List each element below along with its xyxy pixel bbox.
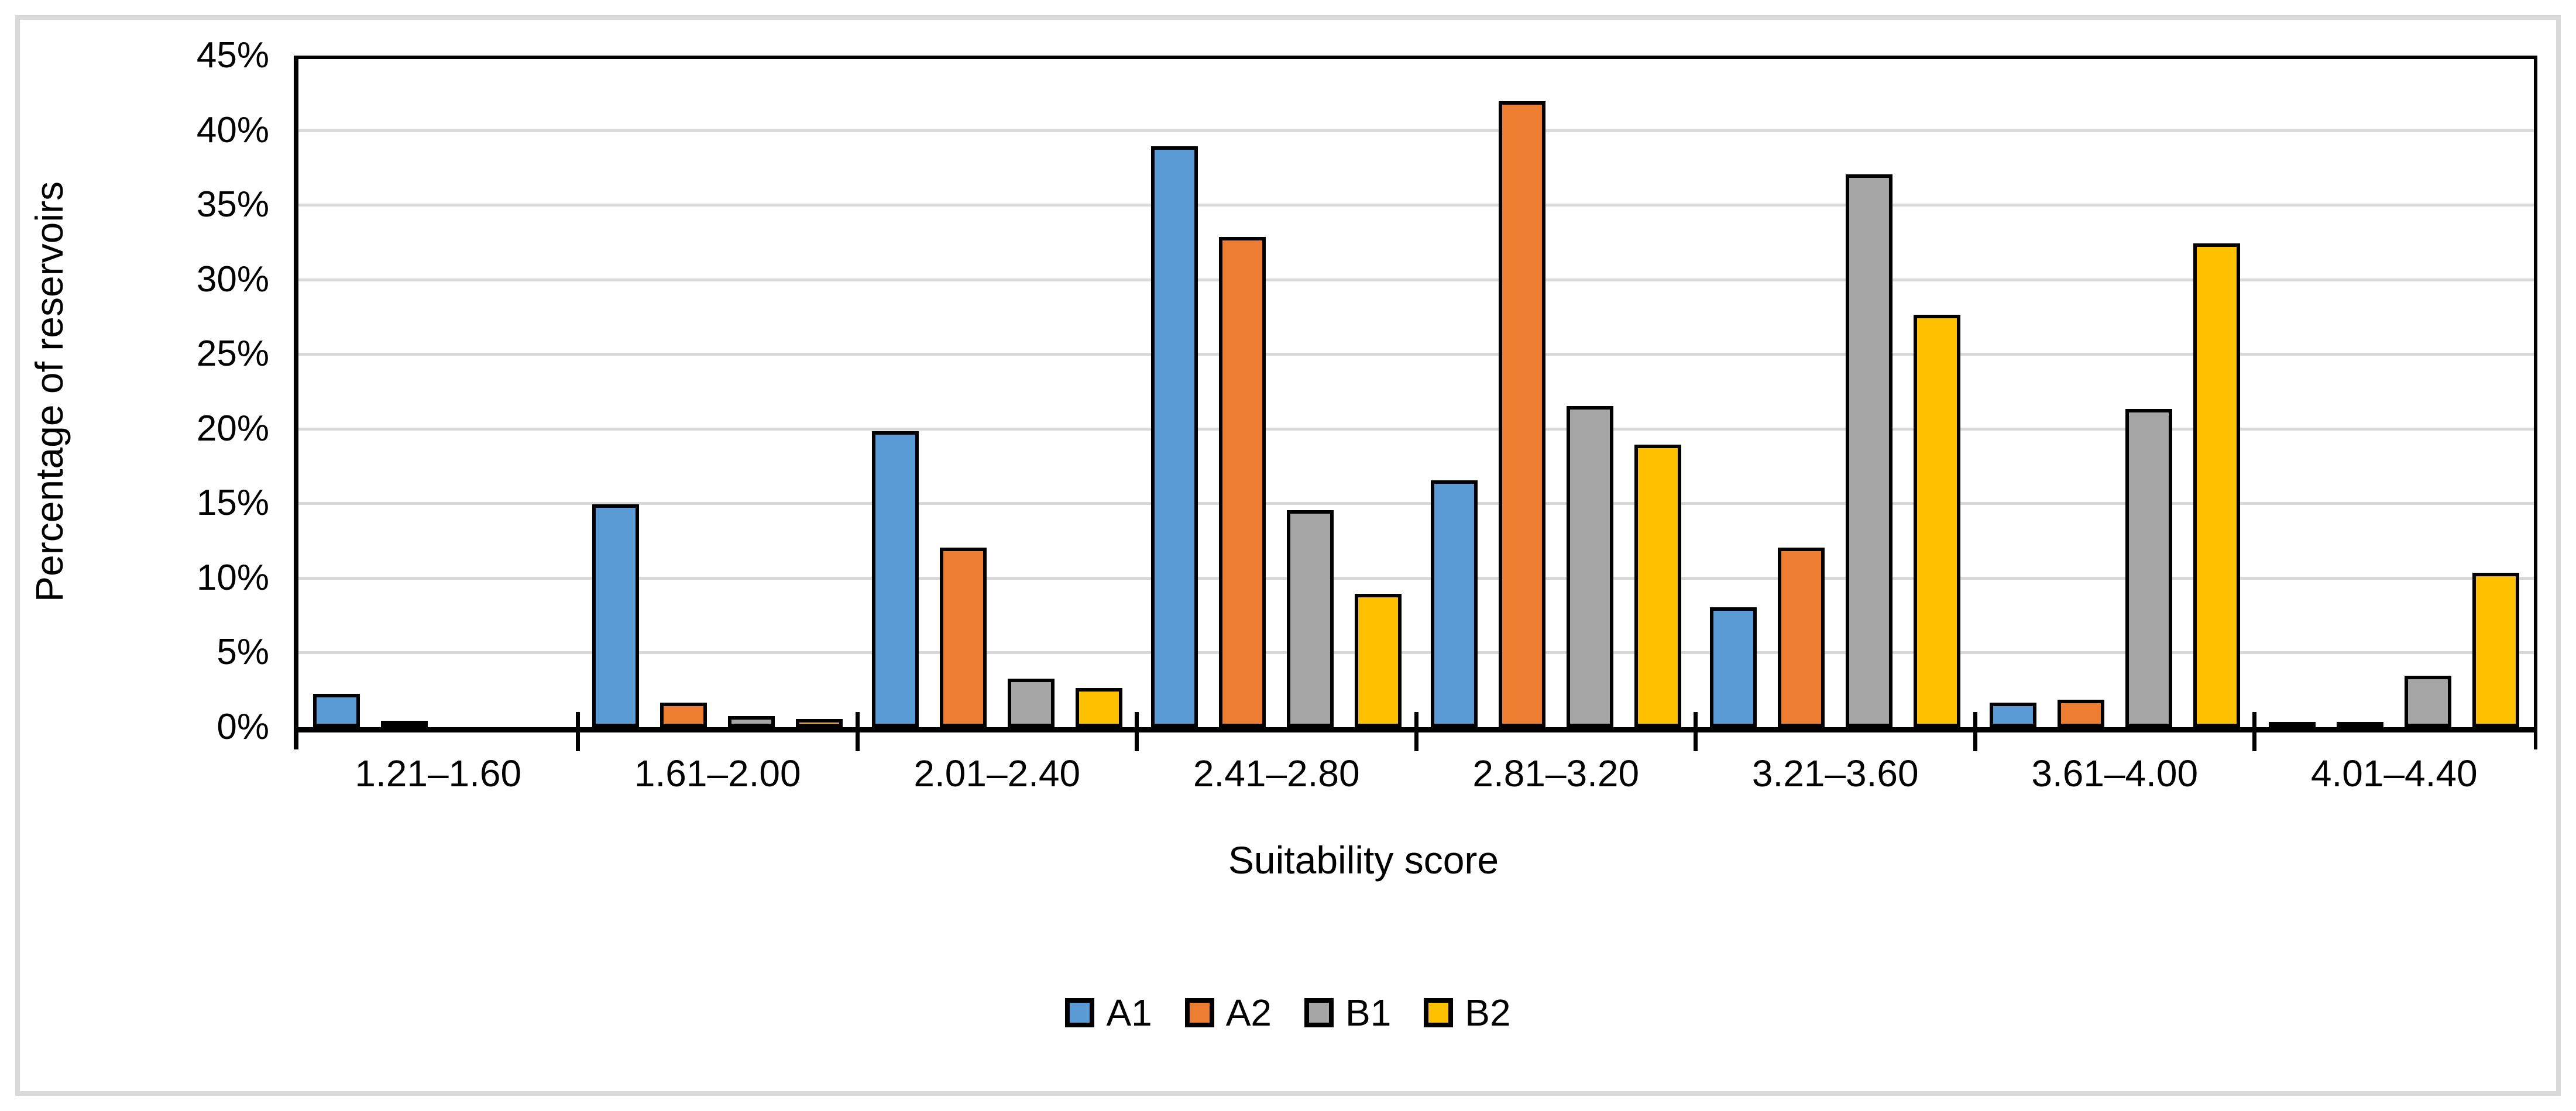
gridline-35 (298, 204, 2534, 207)
x-category-label-4: 2.41–2.80 (1193, 752, 1360, 794)
bar-b2-cat5 (1634, 444, 1681, 727)
legend-label-b2: B2 (1465, 992, 1511, 1034)
gridline-15 (298, 502, 2534, 505)
y-tick-label-35: 35% (196, 184, 269, 225)
category-boundary-tick (2252, 712, 2256, 751)
y-tick-label-10: 10% (196, 557, 269, 598)
legend-item-b1: B1 (1304, 993, 1391, 1032)
legend: A1 A2 B1 B2 (0, 993, 2576, 1032)
bar-a2-cat6 (1778, 547, 1825, 727)
bar-b1-cat5 (1566, 405, 1613, 727)
bar-a2-cat1 (380, 720, 428, 728)
category-boundary-tick (1135, 712, 1139, 751)
x-category-label-8: 4.01–4.40 (2310, 752, 2478, 794)
bar-b2-cat2 (796, 719, 843, 727)
bar-b2-cat8 (2472, 573, 2520, 727)
bar-a1-cat2 (592, 504, 640, 727)
legend-swatch-a2 (1184, 998, 1214, 1027)
legend-label-a2: A2 (1225, 992, 1272, 1034)
y-tick-label-20: 20% (196, 408, 269, 449)
bar-a2-cat4 (1219, 237, 1266, 727)
legend-item-a1: A1 (1065, 993, 1152, 1032)
bar-a2-cat2 (660, 703, 707, 727)
y-tick-label-0: 0% (217, 707, 269, 747)
bar-b2-cat7 (2193, 243, 2240, 727)
y-tick-label-30: 30% (196, 259, 269, 300)
legend-label-a1: A1 (1106, 992, 1152, 1034)
bar-b1-cat3 (1007, 679, 1055, 727)
y-axis-title: Percentage of reservoirs (28, 181, 71, 602)
plot-top-border (294, 56, 2537, 59)
bar-a1-cat7 (1989, 703, 2036, 727)
plot-right-border (2534, 56, 2537, 749)
y-tick-label-5: 5% (217, 632, 269, 673)
gridline-40 (298, 129, 2534, 132)
x-category-label-2: 1.61–2.00 (634, 752, 801, 794)
y-tick-label-25: 25% (196, 333, 269, 374)
legend-swatch-b2 (1424, 998, 1454, 1027)
x-category-label-1: 1.21–1.60 (355, 752, 522, 794)
bar-a2-cat5 (1498, 101, 1545, 727)
bar-b1-cat4 (1287, 510, 1334, 727)
bar-a1-cat5 (1430, 480, 1478, 727)
legend-swatch-a1 (1065, 998, 1095, 1027)
legend-swatch-b1 (1304, 998, 1334, 1027)
bar-a2-cat3 (939, 547, 987, 727)
bar-b2-cat4 (1355, 594, 1402, 727)
x-category-label-5: 2.81–3.20 (1472, 752, 1640, 794)
x-axis-title: Suitability score (1228, 838, 1499, 882)
gridline-20 (298, 427, 2534, 431)
category-boundary-tick (576, 712, 580, 751)
x-category-label-7: 3.61–4.00 (2031, 752, 2199, 794)
y-tick-label-45: 45% (196, 35, 269, 75)
gridline-5 (298, 651, 2534, 655)
category-boundary-tick (855, 712, 860, 751)
x-category-label-3: 2.01–2.40 (913, 752, 1081, 794)
legend-item-b2: B2 (1424, 992, 1511, 1034)
category-boundary-tick (1973, 712, 1977, 751)
legend-item-a2: A2 (1184, 992, 1272, 1034)
bar-a1-cat3 (871, 431, 919, 727)
category-boundary-tick (1414, 712, 1418, 751)
bar-a1-cat4 (1151, 146, 1198, 727)
bar-b1-cat2 (728, 716, 775, 727)
bar-a1-cat6 (1710, 607, 1757, 727)
bar-b1-cat6 (1846, 174, 1893, 727)
bar-b1-cat8 (2405, 676, 2452, 727)
y-tick-label-15: 15% (196, 483, 269, 524)
y-tick-label-40: 40% (196, 109, 269, 150)
category-boundary-tick (1694, 712, 1698, 751)
gridline-10 (298, 576, 2534, 580)
bar-b2-cat6 (1914, 314, 1961, 727)
x-category-label-6: 3.21–3.60 (1751, 752, 1919, 794)
legend-label-b1: B1 (1345, 992, 1392, 1034)
bar-a2-cat7 (2057, 700, 2104, 727)
bar-a1-cat1 (312, 693, 360, 727)
bar-b2-cat3 (1075, 687, 1122, 727)
bar-b1-cat7 (2125, 408, 2172, 727)
y-axis-line (294, 56, 298, 749)
gridline-25 (298, 353, 2534, 356)
gridline-30 (298, 278, 2534, 281)
